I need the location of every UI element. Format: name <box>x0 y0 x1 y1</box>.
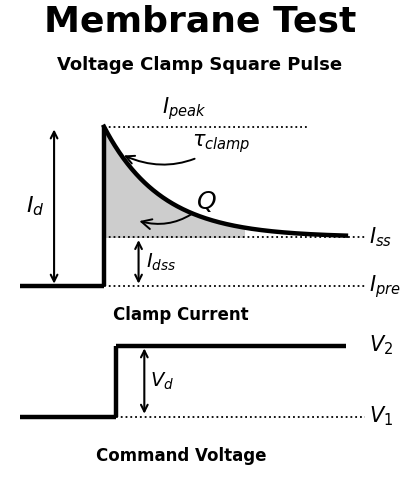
Text: Membrane Test: Membrane Test <box>44 5 356 39</box>
Text: $I_{dss}$: $I_{dss}$ <box>146 251 176 273</box>
Text: Command Voltage: Command Voltage <box>96 447 266 465</box>
Text: $\tau_{clamp}$: $\tau_{clamp}$ <box>126 132 251 165</box>
Text: Voltage Clamp Square Pulse: Voltage Clamp Square Pulse <box>58 56 342 74</box>
Polygon shape <box>104 127 244 237</box>
Text: $I_{d}$: $I_{d}$ <box>26 195 44 218</box>
Text: $Q$: $Q$ <box>142 190 217 229</box>
Text: $I_{prev}$: $I_{prev}$ <box>369 273 400 300</box>
Text: $V_{d}$: $V_{d}$ <box>150 370 174 392</box>
Text: $V_{1}$: $V_{1}$ <box>369 405 393 428</box>
Text: Clamp Current: Clamp Current <box>113 307 249 325</box>
Text: $I_{ss}$: $I_{ss}$ <box>369 226 392 249</box>
Text: $I_{peak}$: $I_{peak}$ <box>162 95 206 122</box>
Text: $V_{2}$: $V_{2}$ <box>369 334 393 357</box>
